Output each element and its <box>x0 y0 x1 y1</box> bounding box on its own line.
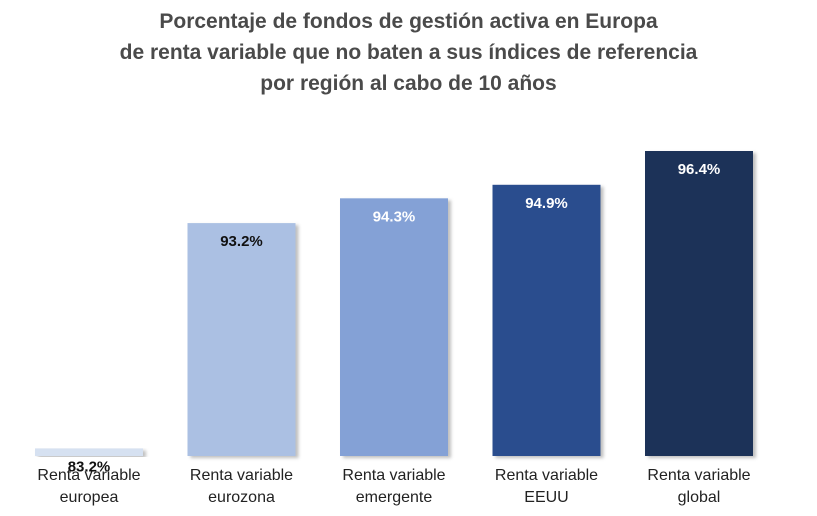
bar-2 <box>187 223 296 456</box>
category-label-1: Renta variable europea <box>37 467 140 506</box>
category-label-4: Renta variable EEUU <box>495 467 598 506</box>
category-label-5: Renta variable global <box>647 467 750 506</box>
bar-1 <box>35 448 143 456</box>
chart-title-line-2: de renta variable que no baten a sus índ… <box>119 41 698 64</box>
data-labels-layer: 83.2% 93.2% 94.3% 94.9% 96.4% <box>68 161 721 475</box>
chart-title-line-3: por región al cabo de 10 años <box>260 72 557 95</box>
data-label-2: 93.2% <box>220 233 263 250</box>
bar-3 <box>340 198 448 457</box>
category-label-line: Renta variable <box>190 467 293 484</box>
category-label-line: global <box>678 489 721 506</box>
data-label-5: 96.4% <box>678 161 721 178</box>
category-label-2: Renta variable eurozona <box>190 467 293 506</box>
bar-4 <box>492 184 601 457</box>
bar-5 <box>645 151 753 456</box>
data-label-3: 94.3% <box>373 208 416 225</box>
category-label-line: EEUU <box>524 489 568 506</box>
category-label-line: eurozona <box>208 489 275 506</box>
chart-title: Porcentaje de fondos de gestión activa e… <box>0 6 817 99</box>
data-label-1: 83.2% <box>68 458 111 475</box>
category-labels-layer: Renta variable europea Renta variable euroz… <box>37 467 750 506</box>
category-label-line: europea <box>60 489 119 506</box>
category-label-line: emergente <box>356 489 433 506</box>
category-label-3: Renta variable emergente <box>342 467 445 506</box>
category-label-line: Renta variable <box>495 467 598 484</box>
chart-title-line-1: Porcentaje de fondos de gestión activa e… <box>159 10 658 33</box>
category-label-line: Renta variable <box>647 467 750 484</box>
category-label-line: Renta variable <box>342 467 445 484</box>
category-label-line: Renta variable <box>37 467 140 484</box>
bars-layer <box>35 151 753 457</box>
data-label-4: 94.9% <box>525 195 568 212</box>
